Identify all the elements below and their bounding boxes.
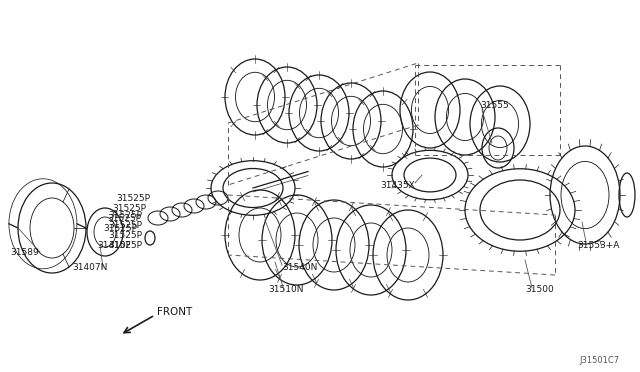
Text: 31525P: 31525P bbox=[108, 221, 142, 230]
Text: 31525P: 31525P bbox=[108, 241, 142, 250]
Text: 31525P: 31525P bbox=[116, 193, 150, 202]
Text: 31510N: 31510N bbox=[268, 285, 303, 295]
Text: 31525P: 31525P bbox=[108, 211, 142, 219]
Text: 31525P: 31525P bbox=[112, 203, 146, 212]
Text: 31525P: 31525P bbox=[108, 231, 142, 240]
Text: 31589: 31589 bbox=[10, 247, 39, 257]
Text: 31553+A: 31553+A bbox=[577, 241, 620, 250]
Text: 31540N: 31540N bbox=[282, 263, 317, 273]
Text: 31525P: 31525P bbox=[103, 224, 137, 232]
Text: FRONT: FRONT bbox=[157, 307, 192, 317]
Text: 31555: 31555 bbox=[480, 100, 509, 109]
Text: J31501C7: J31501C7 bbox=[580, 356, 620, 365]
Text: 31500: 31500 bbox=[525, 285, 554, 295]
Text: 31525P: 31525P bbox=[107, 214, 141, 222]
Text: 31407N: 31407N bbox=[72, 263, 108, 273]
Text: 31410F: 31410F bbox=[97, 241, 131, 250]
Text: 31435X: 31435X bbox=[380, 180, 415, 189]
